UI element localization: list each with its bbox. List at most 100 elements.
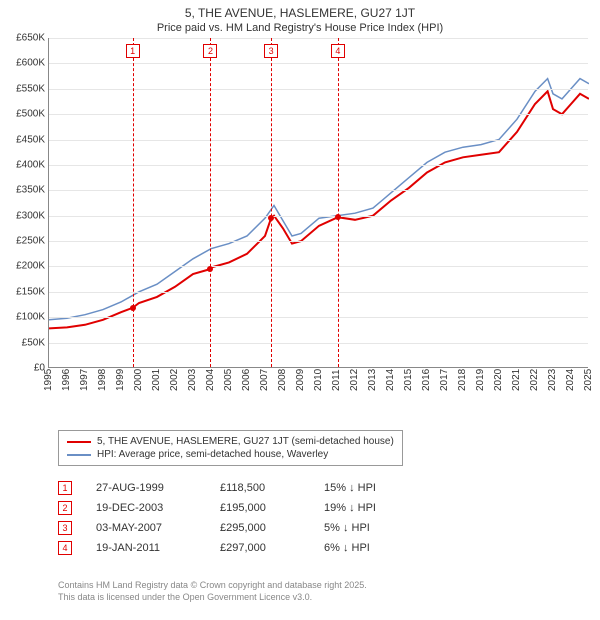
x-axis-tick: 1997 [79, 369, 90, 391]
sale-diff: 15% ↓ HPI [324, 482, 414, 494]
sale-row: 4 19-JAN-2011 £297,000 6% ↓ HPI [58, 538, 414, 558]
y-axis-tick: £300K [3, 210, 45, 221]
x-axis-tick: 2017 [439, 369, 450, 391]
sale-row: 303-MAY-2007£295,0005% ↓ HPI [58, 518, 414, 538]
x-axis-tick: 1999 [115, 369, 126, 391]
x-axis-tick: 2006 [241, 369, 252, 391]
y-axis-tick: £450K [3, 134, 45, 145]
y-axis-tick: £350K [3, 185, 45, 196]
x-axis-tick: 2011 [331, 369, 342, 391]
sale-marker-dot [130, 305, 136, 311]
sale-num-box: 3 [58, 521, 72, 535]
sale-row: 1 27-AUG-1999 £118,500 15% ↓ HPI [58, 478, 414, 498]
x-axis-tick: 2019 [475, 369, 486, 391]
chart-area: 1234 £0£50K£100K£150K£200K£250K£300K£350… [0, 38, 600, 418]
gridline [49, 292, 588, 293]
sale-price: £118,500 [220, 482, 300, 494]
sale-num-box: 2 [58, 501, 72, 515]
y-axis-tick: £150K [3, 286, 45, 297]
x-axis-tick: 2018 [457, 369, 468, 391]
x-axis-tick: 2022 [529, 369, 540, 391]
x-axis-tick: 2014 [385, 369, 396, 391]
sale-diff: 19% ↓ HPI [324, 502, 414, 514]
gridline [49, 241, 588, 242]
legend-item: 5, THE AVENUE, HASLEMERE, GU27 1JT (semi… [67, 435, 394, 448]
sale-price: £195,000 [220, 502, 300, 514]
sale-price: £297,000 [220, 542, 300, 554]
sale-date: 19-JAN-2011 [96, 542, 196, 554]
x-axis-tick: 2023 [547, 369, 558, 391]
sale-marker-dot [268, 215, 274, 221]
footer-line2: This data is licensed under the Open Gov… [58, 592, 367, 604]
gridline [49, 38, 588, 39]
x-axis-tick: 2001 [151, 369, 162, 391]
x-axis-tick: 2013 [367, 369, 378, 391]
y-axis-tick: £0 [3, 363, 45, 374]
y-axis-tick: £50K [3, 337, 45, 348]
gridline [49, 343, 588, 344]
legend-item: HPI: Average price, semi-detached house,… [67, 448, 394, 461]
x-axis-tick: 2003 [187, 369, 198, 391]
sale-row: 2 19-DEC-2003 £195,000 19% ↓ HPI [58, 498, 414, 518]
y-axis-tick: £550K [3, 83, 45, 94]
legend-label: 5, THE AVENUE, HASLEMERE, GU27 1JT (semi… [97, 436, 394, 447]
x-axis-tick: 2020 [493, 369, 504, 391]
sale-marker-box: 4 [331, 44, 345, 58]
sale-diff: 6% ↓ HPI [324, 542, 414, 554]
gridline [49, 190, 588, 191]
gridline [49, 216, 588, 217]
sale-marker-box: 3 [264, 44, 278, 58]
gridline [49, 317, 588, 318]
sale-marker-box: 2 [203, 44, 217, 58]
x-axis-tick: 2024 [565, 369, 576, 391]
gridline [49, 63, 588, 64]
gridline [49, 165, 588, 166]
x-axis-tick: 1998 [97, 369, 108, 391]
gridline [49, 89, 588, 90]
x-axis-tick: 2007 [259, 369, 270, 391]
footer-attribution: Contains HM Land Registry data © Crown c… [58, 580, 367, 603]
x-axis-tick: 2005 [223, 369, 234, 391]
chart-container: 5, THE AVENUE, HASLEMERE, GU27 1JT Price… [0, 0, 600, 620]
x-axis-tick: 1996 [61, 369, 72, 391]
x-axis-tick: 2012 [349, 369, 360, 391]
sale-marker-line [271, 38, 272, 367]
sale-date: 27-AUG-1999 [96, 482, 196, 494]
sales-table: 1 27-AUG-1999 £118,500 15% ↓ HPI 2 19-DEC-200… [58, 478, 414, 558]
sale-date: 03-MAY-2007 [96, 522, 196, 534]
legend: 5, THE AVENUE, HASLEMERE, GU27 1JT (semi… [58, 430, 403, 466]
x-axis-tick: 2004 [205, 369, 216, 391]
sale-marker-line [133, 38, 134, 367]
x-axis-tick: 2021 [511, 369, 522, 391]
sale-marker-box: 1 [126, 44, 140, 58]
sale-marker-line [338, 38, 339, 367]
x-axis-tick: 2009 [295, 369, 306, 391]
y-axis-tick: £650K [3, 33, 45, 44]
gridline [49, 266, 588, 267]
line-svg [49, 38, 589, 368]
chart-subtitle: Price paid vs. HM Land Registry's House … [0, 20, 600, 38]
gridline [49, 114, 588, 115]
footer-line1: Contains HM Land Registry data © Crown c… [58, 580, 367, 592]
sale-diff: 5% ↓ HPI [324, 522, 414, 534]
x-axis-tick: 2000 [133, 369, 144, 391]
x-axis-tick: 2010 [313, 369, 324, 391]
x-axis-tick: 1995 [43, 369, 54, 391]
x-axis-tick: 2008 [277, 369, 288, 391]
y-axis-tick: £600K [3, 58, 45, 69]
sale-num-box: 4 [58, 541, 72, 555]
x-axis-tick: 2002 [169, 369, 180, 391]
y-axis-tick: £400K [3, 159, 45, 170]
y-axis-tick: £200K [3, 261, 45, 272]
sale-marker-dot [207, 266, 213, 272]
plot-region: 1 2 3 4 [48, 38, 588, 368]
sale-marker-line [210, 38, 211, 367]
y-axis-tick: £250K [3, 236, 45, 247]
sale-date: 19-DEC-2003 [96, 502, 196, 514]
x-axis-tick: 2025 [583, 369, 594, 391]
legend-swatch [67, 441, 91, 443]
legend-swatch [67, 454, 91, 456]
sale-marker-dot [335, 214, 341, 220]
sale-num-box: 1 [58, 481, 72, 495]
legend-label: HPI: Average price, semi-detached house,… [97, 449, 328, 460]
